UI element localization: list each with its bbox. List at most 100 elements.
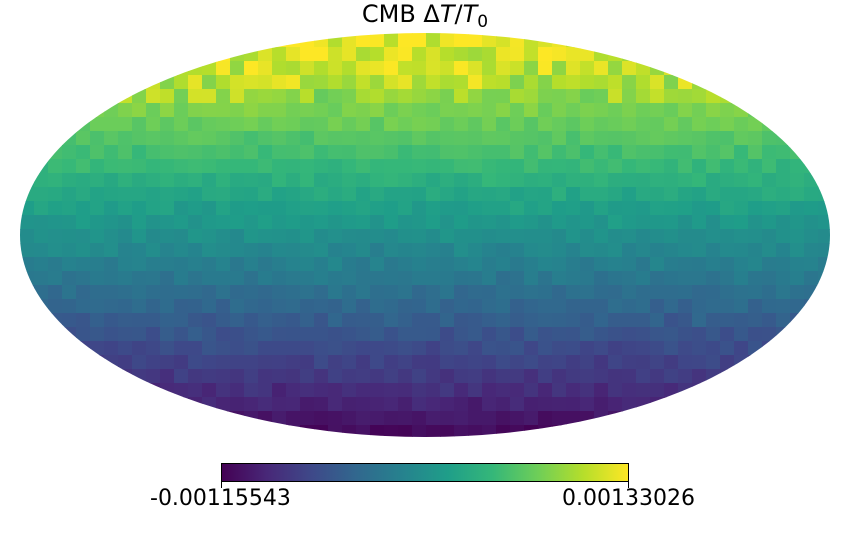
sky-pixel <box>328 187 343 202</box>
sky-pixel <box>188 341 203 356</box>
sky-pixel <box>342 257 357 272</box>
sky-pixel <box>454 271 469 286</box>
sky-pixel <box>244 243 259 258</box>
sky-pixel <box>76 229 91 244</box>
sky-pixel <box>48 159 63 174</box>
sky-pixel <box>398 271 413 286</box>
sky-pixel <box>412 327 427 342</box>
colorbar-max-tick <box>628 482 629 488</box>
sky-pixel <box>720 243 735 258</box>
sky-pixel <box>776 187 791 202</box>
sky-pixel <box>580 369 595 384</box>
sky-pixel <box>818 271 830 286</box>
sky-pixel <box>132 313 147 328</box>
sky-pixel <box>566 117 581 132</box>
sky-pixel <box>678 383 693 398</box>
sky-pixel <box>132 285 147 300</box>
sky-pixel <box>286 299 301 314</box>
sky-pixel <box>146 103 161 118</box>
sky-pixel <box>720 159 735 174</box>
sky-pixel <box>608 243 623 258</box>
sky-pixel <box>286 33 301 48</box>
sky-pixel <box>286 397 301 412</box>
sky-pixel <box>678 201 693 216</box>
sky-pixel <box>636 61 651 76</box>
sky-pixel <box>524 397 539 412</box>
sky-pixel <box>412 285 427 300</box>
sky-pixel <box>216 369 231 384</box>
sky-pixel <box>314 383 329 398</box>
sky-pixel <box>356 397 371 412</box>
sky-pixel <box>286 369 301 384</box>
sky-pixel <box>482 243 497 258</box>
sky-pixel <box>48 327 63 342</box>
sky-pixel <box>90 103 105 118</box>
sky-pixel <box>356 47 371 62</box>
sky-pixel <box>580 131 595 146</box>
sky-pixel <box>342 215 357 230</box>
sky-pixel <box>328 201 343 216</box>
sky-pixel <box>622 201 637 216</box>
sky-pixel <box>146 257 161 272</box>
sky-pixel <box>608 61 623 76</box>
sky-pixel <box>594 145 609 160</box>
sky-pixel <box>566 201 581 216</box>
sky-pixel <box>776 243 791 258</box>
sky-pixel <box>398 313 413 328</box>
sky-pixel <box>594 229 609 244</box>
sky-pixel <box>524 103 539 118</box>
sky-pixel <box>678 131 693 146</box>
sky-pixel <box>622 117 637 132</box>
sky-pixel <box>566 383 581 398</box>
sky-pixel <box>272 411 287 426</box>
sky-pixel <box>104 327 119 342</box>
sky-pixel <box>510 103 525 118</box>
sky-pixel <box>454 159 469 174</box>
sky-pixel <box>720 341 735 356</box>
sky-pixel <box>412 355 427 370</box>
sky-pixel <box>384 271 399 286</box>
sky-pixel <box>664 229 679 244</box>
sky-pixel <box>706 243 721 258</box>
sky-pixel <box>552 145 567 160</box>
sky-pixel <box>300 187 315 202</box>
sky-pixel <box>454 145 469 160</box>
sky-pixel <box>132 327 147 342</box>
sky-pixel <box>314 215 329 230</box>
sky-pixel <box>160 243 175 258</box>
sky-pixel <box>216 299 231 314</box>
sky-pixel <box>286 257 301 272</box>
sky-pixel <box>118 229 133 244</box>
sky-pixel <box>272 285 287 300</box>
sky-pixel <box>160 341 175 356</box>
sky-pixel <box>230 355 245 370</box>
sky-pixel <box>440 397 455 412</box>
sky-pixel <box>90 243 105 258</box>
sky-pixel <box>468 103 483 118</box>
sky-pixel <box>286 271 301 286</box>
sky-pixel <box>342 411 357 426</box>
sky-pixel <box>286 327 301 342</box>
sky-pixel <box>692 257 707 272</box>
sky-pixel <box>230 285 245 300</box>
sky-pixel <box>692 313 707 328</box>
sky-pixel <box>678 299 693 314</box>
sky-pixel <box>370 271 385 286</box>
sky-pixel <box>160 103 175 118</box>
sky-pixel <box>230 89 245 104</box>
sky-pixel <box>188 369 203 384</box>
sky-pixel <box>76 327 91 342</box>
sky-pixel <box>524 411 539 426</box>
sky-pixel <box>552 33 567 48</box>
sky-pixel <box>538 425 553 437</box>
sky-pixel <box>482 425 497 437</box>
sky-pixel <box>34 215 49 230</box>
sky-pixel <box>664 341 679 356</box>
sky-pixel <box>678 159 693 174</box>
sky-pixel <box>146 355 161 370</box>
sky-pixel <box>216 383 231 398</box>
sky-pixel <box>76 271 91 286</box>
sky-pixel <box>636 229 651 244</box>
sky-pixel <box>482 117 497 132</box>
sky-pixel <box>650 383 665 398</box>
